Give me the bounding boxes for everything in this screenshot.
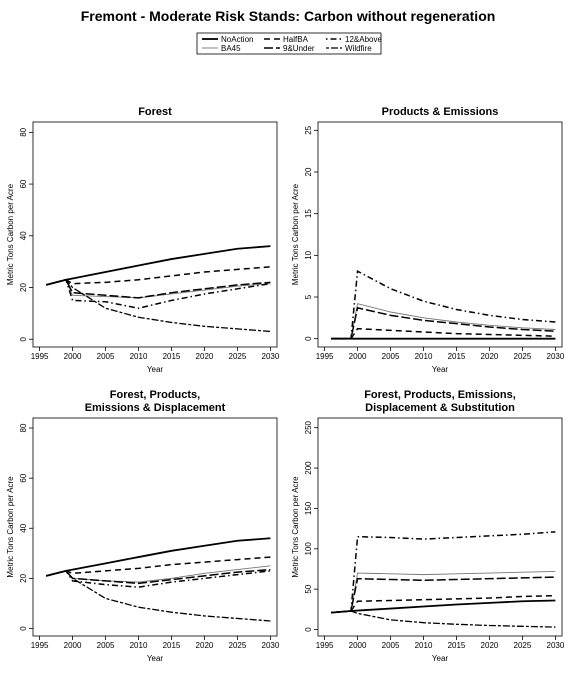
series-line (331, 610, 556, 628)
series-line (331, 306, 556, 340)
x-tick-label: 1995 (31, 641, 49, 650)
y-tick-label: 15 (304, 209, 313, 218)
series-line (331, 269, 556, 340)
legend-label: BA45 (221, 44, 241, 53)
y-tick-label: 0 (304, 627, 313, 632)
x-tick-label: 2020 (196, 352, 214, 361)
x-axis-label: Year (432, 365, 449, 374)
x-tick-label: 2015 (448, 641, 466, 650)
x-tick-label: 2025 (229, 352, 247, 361)
x-tick-label: 2030 (262, 641, 280, 650)
legend-label: NoAction (221, 35, 253, 44)
panel-title: Forest, Products, (110, 389, 200, 401)
x-tick-label: 2005 (97, 352, 115, 361)
x-axis-label: Year (147, 365, 164, 374)
series-line (46, 279, 271, 333)
series-line (45, 278, 271, 309)
legend-label: Wildfire (345, 44, 372, 53)
y-tick-label: 60 (19, 179, 28, 188)
x-tick-label: 2000 (64, 641, 82, 650)
y-tick-label: 10 (304, 250, 313, 259)
y-tick-label: 20 (304, 167, 313, 176)
x-tick-label: 1995 (31, 352, 49, 361)
y-tick-label: 0 (19, 336, 28, 341)
x-tick-label: 2020 (481, 352, 499, 361)
x-tick-label: 2020 (196, 641, 214, 650)
y-tick-label: 50 (304, 584, 313, 593)
y-tick-label: 20 (19, 283, 28, 292)
series-line (46, 570, 271, 622)
x-tick-label: 1995 (316, 641, 334, 650)
x-tick-label: 2000 (349, 641, 367, 650)
x-tick-label: 2030 (547, 641, 565, 650)
x-tick-label: 2025 (514, 352, 532, 361)
series-line (45, 278, 271, 299)
y-tick-label: 0 (304, 336, 313, 341)
panel-title: Forest, Products, Emissions, (364, 389, 516, 401)
y-tick-label: 60 (19, 473, 28, 482)
plot-frame (32, 121, 278, 348)
y-tick-label: 20 (19, 573, 28, 582)
series-line (46, 556, 271, 577)
plot-frame (317, 417, 563, 637)
y-axis-label: Metric Tons Carbon per Acre (6, 183, 15, 285)
chart-title: Fremont - Moderate Risk Stands: Carbon w… (81, 8, 496, 24)
x-tick-label: 1995 (316, 352, 334, 361)
x-tick-label: 2015 (448, 352, 466, 361)
x-tick-label: 2000 (349, 352, 367, 361)
x-tick-label: 2005 (97, 641, 115, 650)
y-tick-label: 25 (304, 125, 313, 134)
x-axis-label: Year (432, 654, 449, 663)
series-line (331, 599, 556, 614)
panel-title: Emissions & Displacement (85, 402, 226, 414)
series-line (331, 531, 556, 614)
x-tick-label: 2015 (163, 352, 181, 361)
x-tick-label: 2010 (130, 352, 148, 361)
y-tick-label: 100 (304, 542, 313, 556)
series-line (46, 568, 271, 585)
y-tick-label: 0 (19, 626, 28, 631)
y-tick-label: 250 (304, 420, 313, 434)
y-axis-label: Metric Tons Carbon per Acre (291, 476, 300, 578)
x-axis-label: Year (147, 654, 164, 663)
y-axis-label: Metric Tons Carbon per Acre (6, 476, 15, 578)
x-tick-label: 2030 (262, 352, 280, 361)
x-tick-label: 2025 (229, 641, 247, 650)
series-line (45, 537, 271, 577)
legend-label: 9&Under (283, 44, 315, 53)
series-line (331, 576, 556, 614)
x-tick-label: 2010 (415, 352, 433, 361)
y-tick-label: 150 (304, 501, 313, 515)
legend-label: 12&Above (345, 35, 382, 44)
legend-label: HalfBA (283, 35, 309, 44)
plot-frame (317, 121, 563, 348)
legend-box (196, 32, 382, 55)
x-tick-label: 2010 (130, 641, 148, 650)
x-tick-label: 2020 (481, 641, 499, 650)
series-line (331, 594, 556, 614)
series-line (331, 327, 556, 340)
plot-frame (32, 417, 278, 637)
series-line (331, 303, 556, 340)
y-tick-label: 80 (19, 423, 28, 432)
y-tick-label: 40 (19, 523, 28, 532)
y-axis-label: Metric Tons Carbon per Acre (291, 183, 300, 285)
panel-title: Products & Emissions (382, 106, 499, 118)
x-tick-label: 2005 (382, 352, 400, 361)
y-tick-label: 200 (304, 461, 313, 475)
x-tick-label: 2030 (547, 352, 565, 361)
series-line (45, 266, 271, 286)
y-tick-label: 5 (304, 294, 313, 299)
x-tick-label: 2025 (514, 641, 532, 650)
y-tick-label: 80 (19, 127, 28, 136)
series-line (45, 245, 271, 286)
x-tick-label: 2000 (64, 352, 82, 361)
panel-title: Displacement & Substitution (365, 402, 515, 414)
y-tick-label: 40 (19, 231, 28, 240)
x-tick-label: 2015 (163, 641, 181, 650)
panel-title: Forest (138, 106, 172, 118)
x-tick-label: 2010 (415, 641, 433, 650)
x-tick-label: 2005 (382, 641, 400, 650)
